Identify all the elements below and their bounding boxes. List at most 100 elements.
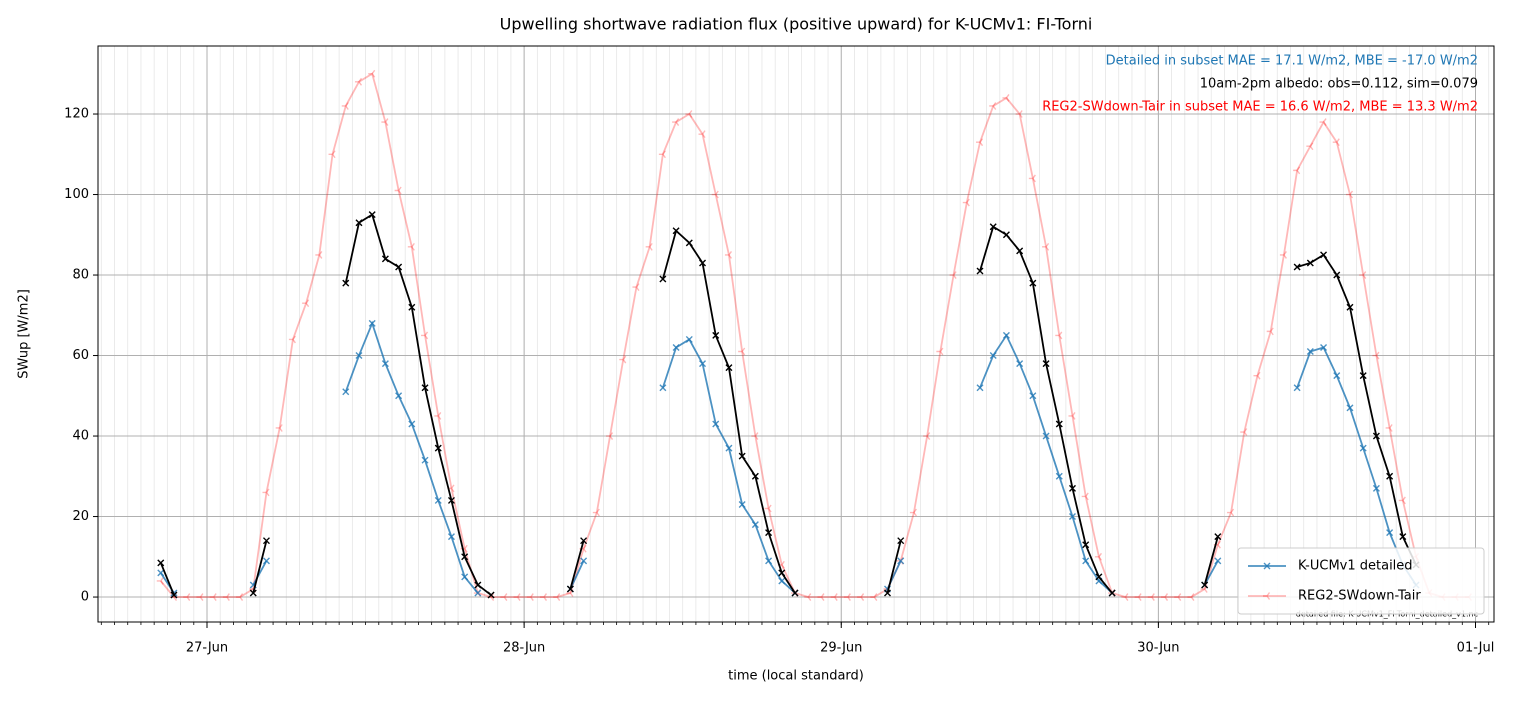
marker — [209, 593, 217, 601]
marker — [1055, 331, 1063, 340]
marker — [434, 496, 442, 504]
marker — [434, 444, 442, 452]
marker — [355, 219, 363, 227]
marker — [619, 355, 627, 364]
marker — [724, 250, 733, 259]
marker — [262, 488, 270, 497]
marker — [659, 384, 667, 392]
marker — [1068, 513, 1076, 521]
marker — [1398, 496, 1406, 505]
marker — [1306, 142, 1314, 151]
marker — [407, 242, 415, 251]
marker — [1174, 593, 1182, 601]
y-tick-label: 20 — [72, 509, 89, 524]
marker — [566, 585, 574, 593]
marker — [1187, 593, 1195, 601]
marker — [975, 138, 984, 147]
marker — [170, 591, 178, 599]
marker — [738, 452, 746, 460]
marker — [751, 521, 759, 529]
marker — [1359, 271, 1367, 279]
marker — [381, 360, 389, 368]
marker — [1134, 593, 1142, 601]
marker — [843, 593, 851, 601]
marker — [1016, 360, 1024, 368]
marker — [157, 569, 165, 577]
marker — [302, 299, 310, 308]
marker — [712, 331, 720, 339]
marker — [394, 186, 402, 195]
marker — [1399, 533, 1407, 541]
marker — [222, 593, 230, 601]
marker — [1386, 529, 1394, 537]
x-tick-label: 27-Jun — [186, 641, 228, 656]
marker — [778, 577, 786, 585]
marker — [421, 331, 429, 340]
marker — [328, 150, 336, 159]
marker — [711, 190, 719, 199]
marker — [857, 593, 865, 601]
marker — [699, 259, 707, 267]
marker — [1214, 557, 1222, 565]
marker — [539, 593, 548, 601]
marker — [500, 593, 508, 601]
marker — [342, 279, 350, 287]
marker — [368, 69, 376, 78]
annotation: Detailed in subset MAE = 17.1 W/m2, MBE … — [1106, 54, 1478, 69]
y-axis-label: SWup [W/m2] — [17, 289, 32, 379]
marker — [395, 392, 403, 400]
marker — [1029, 392, 1037, 400]
marker — [474, 589, 482, 597]
marker — [341, 102, 349, 110]
marker — [580, 557, 588, 565]
chart-title: Upwelling shortwave radiation flux (posi… — [500, 15, 1093, 34]
marker — [368, 319, 376, 327]
marker — [1081, 492, 1089, 501]
marker — [764, 504, 772, 513]
series — [156, 69, 1472, 601]
marker — [447, 496, 455, 504]
marker — [791, 589, 799, 597]
marker — [421, 456, 429, 464]
legend-label: K-UCMv1 detailed — [1298, 559, 1413, 574]
marker — [461, 573, 469, 581]
marker — [1306, 348, 1314, 356]
x-tick-label: 29-Jun — [820, 641, 862, 656]
marker — [1263, 562, 1271, 570]
marker — [1320, 343, 1328, 351]
marker — [1095, 573, 1103, 581]
marker — [1332, 138, 1340, 147]
marker — [1029, 279, 1037, 287]
marker — [1214, 533, 1222, 541]
legend-label: REG2-SWdown-Tair — [1298, 589, 1421, 604]
y-tick-label: 60 — [72, 348, 89, 363]
marker — [1319, 118, 1327, 126]
marker — [1016, 247, 1024, 255]
marker — [1082, 541, 1090, 549]
marker — [976, 384, 984, 392]
marker — [1160, 593, 1169, 601]
series — [157, 211, 1420, 599]
marker — [685, 239, 693, 247]
marker — [658, 150, 666, 159]
marker — [381, 118, 389, 126]
marker — [1055, 420, 1063, 428]
annotation: REG2-SWdown-Tair in subset MAE = 16.6 W/… — [1042, 100, 1478, 115]
marker — [315, 250, 323, 259]
marker — [487, 591, 495, 599]
marker — [1333, 372, 1341, 380]
marker — [1028, 174, 1036, 183]
marker — [804, 593, 812, 601]
annotation: 10am-2pm albedo: obs=0.112, sim=0.079 — [1200, 77, 1478, 92]
marker — [183, 593, 191, 601]
marker — [262, 557, 270, 565]
marker — [1055, 472, 1063, 480]
x-tick-label: 28-Jun — [503, 641, 545, 656]
marker — [157, 559, 165, 567]
y-tick-label: 100 — [64, 187, 89, 202]
marker — [1002, 331, 1010, 339]
marker — [1121, 593, 1129, 601]
marker — [1042, 242, 1050, 251]
marker — [725, 444, 733, 452]
